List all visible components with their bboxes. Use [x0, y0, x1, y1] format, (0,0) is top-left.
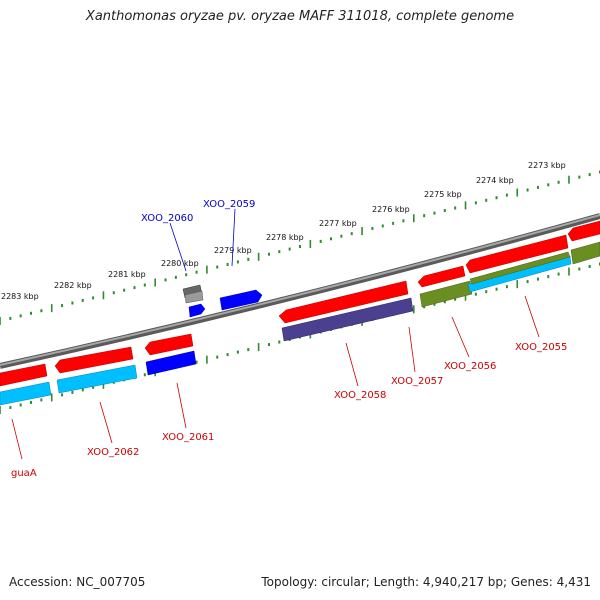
callout-xoo-2056 [451, 316, 470, 358]
gene-arrow-xoo-2059[interactable] [219, 289, 263, 311]
scale-label-2275: 2275 kbp [424, 190, 462, 199]
scale-label-2274: 2274 kbp [476, 176, 514, 185]
cds-bar-guaa[interactable] [0, 381, 52, 406]
gene-label-xoo-2061[interactable]: XOO_2061 [162, 432, 214, 443]
cds-bar-xoo-2058[interactable] [281, 297, 414, 342]
gene-arrow-xoo-2057[interactable] [417, 265, 466, 288]
scale-label-2281: 2281 kbp [108, 270, 146, 279]
genome-backbone-highlight [0, 214, 600, 366]
gene-label-xoo-2062[interactable]: XOO_2062 [87, 447, 139, 458]
minus-strand-genes [182, 284, 263, 318]
gene-arrow-xoo-2058[interactable] [278, 280, 409, 324]
plus-strand-genes [0, 220, 600, 387]
cds-bar-xoo-2056-olive[interactable] [469, 251, 571, 285]
gene-arrow-xoo-2055[interactable] [567, 220, 600, 242]
gene-label-xoo-2055[interactable]: XOO_2055 [515, 342, 567, 353]
callout-xoo-2057 [408, 326, 416, 373]
genome-summary-text: Topology: circular; Length: 4,940,217 bp… [261, 575, 591, 589]
gene-label-xoo-2059[interactable]: XOO_2059 [203, 199, 255, 210]
callout-xoo-2059 [231, 208, 236, 267]
gene-label-xoo-2056[interactable]: XOO_2056 [444, 361, 496, 372]
accession-text: Accession: NC_007705 [9, 575, 146, 589]
scale-label-2282: 2282 kbp [54, 281, 92, 290]
gene-arrow-guaa[interactable] [0, 363, 48, 387]
cds-bar-xoo-2061[interactable] [145, 350, 197, 376]
gene-arrow-xoo-2062[interactable] [54, 346, 134, 374]
callout-xoo-2061 [176, 382, 187, 429]
scale-label-2280: 2280 kbp [161, 259, 199, 268]
gene-arrow-xoo-2061[interactable] [144, 333, 194, 356]
callout-xoo-2055 [524, 295, 540, 338]
map-title: Xanthomonas oryzae pv. oryzae MAFF 31101… [85, 9, 515, 24]
callout-xoo-2060 [169, 222, 187, 272]
scale-label-2278: 2278 kbp [266, 233, 304, 242]
scale-label-2283: 2283 kbp [1, 292, 39, 301]
gene-label-xoo-2060[interactable]: XOO_2060 [141, 213, 193, 224]
callout-xoo-2058 [345, 342, 359, 387]
gene-label-xoo-2058[interactable]: XOO_2058 [334, 390, 386, 401]
gene-arrow-xoo-2056[interactable] [465, 234, 569, 274]
gene-label-xoo-2057[interactable]: XOO_2057 [391, 376, 443, 387]
scale-label-2276: 2276 kbp [372, 205, 410, 214]
cds-bar-xoo-2062[interactable] [56, 364, 138, 394]
scale-label-2273: 2273 kbp [528, 161, 566, 170]
cds-bar-xoo-2057[interactable] [419, 280, 473, 308]
gene-arrow-xoo-2060-lower[interactable] [184, 290, 204, 304]
callout-guaa [11, 418, 23, 460]
gene-arrow-blue-small[interactable] [188, 303, 206, 318]
callout-xoo-2062 [99, 401, 113, 444]
upper-scale-ticks [0, 170, 600, 325]
gene-label-guaa[interactable]: guaA [11, 468, 37, 479]
cds-bar-xoo-2055[interactable] [570, 241, 600, 265]
scale-label-2277: 2277 kbp [319, 219, 357, 228]
cds-features [0, 241, 600, 406]
